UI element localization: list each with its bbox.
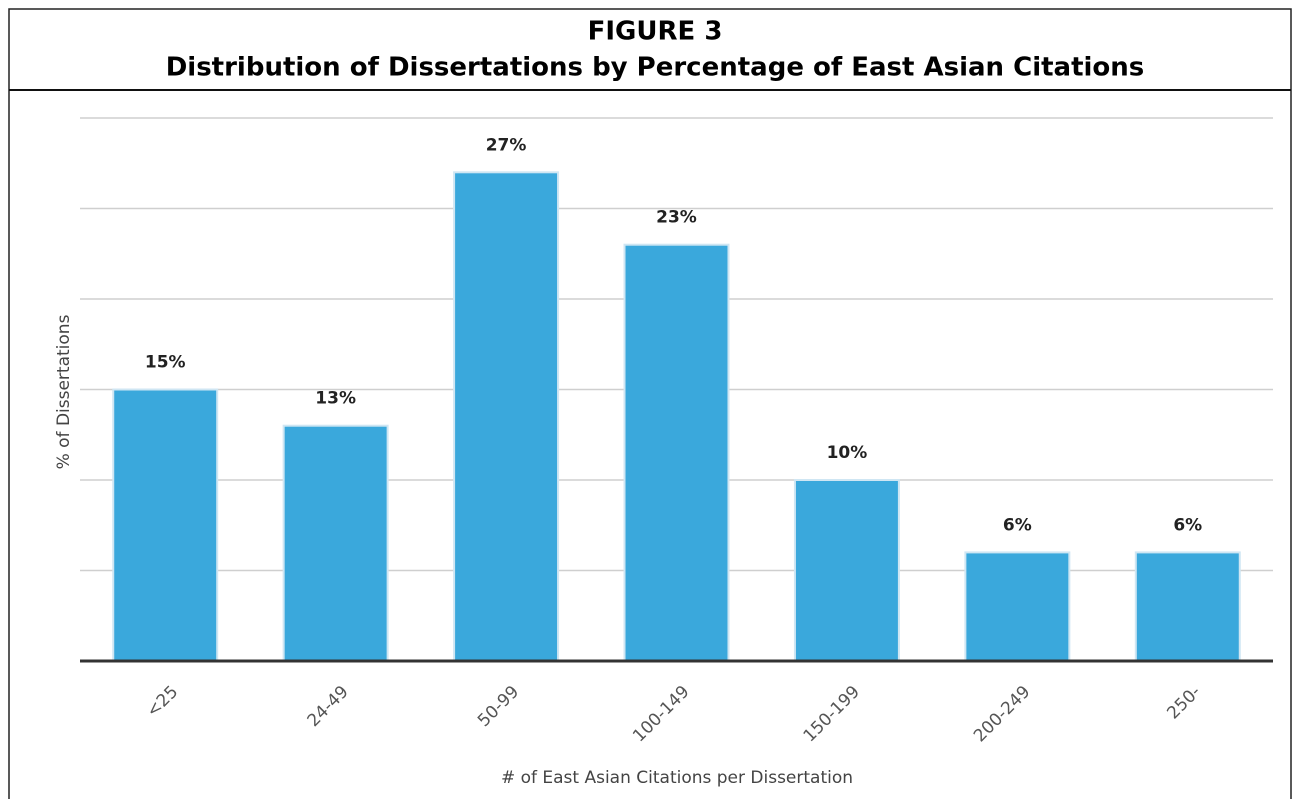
data-label: 13%: [315, 389, 356, 409]
bar: [112, 388, 219, 662]
chart-title: FIGURE 3: [588, 17, 723, 47]
data-label: 27%: [486, 135, 527, 155]
bar: [623, 243, 730, 662]
x-tick-label: 50-99: [474, 682, 523, 731]
x-tick-label: 100-149: [629, 682, 693, 746]
data-label: 23%: [656, 208, 697, 228]
data-label: 6%: [1173, 515, 1202, 535]
x-tick-label: 200-249: [970, 682, 1034, 746]
x-tick-label: <25: [143, 682, 183, 722]
bar: [453, 171, 560, 663]
frame: [8, 8, 1292, 799]
x-tick-label: 150-199: [800, 682, 864, 746]
x-axis-title: # of East Asian Citations per Dissertati…: [501, 768, 853, 788]
bar: [793, 479, 900, 662]
data-label: 6%: [1003, 515, 1032, 535]
x-tick-label: 250-: [1163, 682, 1204, 723]
data-label: 10%: [827, 443, 868, 463]
bar: [964, 551, 1071, 663]
bar: [1134, 551, 1241, 663]
y-axis-title: % of Dissertations: [54, 314, 74, 469]
x-tick-label: 24-49: [304, 682, 353, 731]
chart-subtitle: Distribution of Dissertations by Percent…: [166, 53, 1145, 83]
bar: [282, 424, 389, 663]
data-label: 15%: [145, 353, 186, 373]
